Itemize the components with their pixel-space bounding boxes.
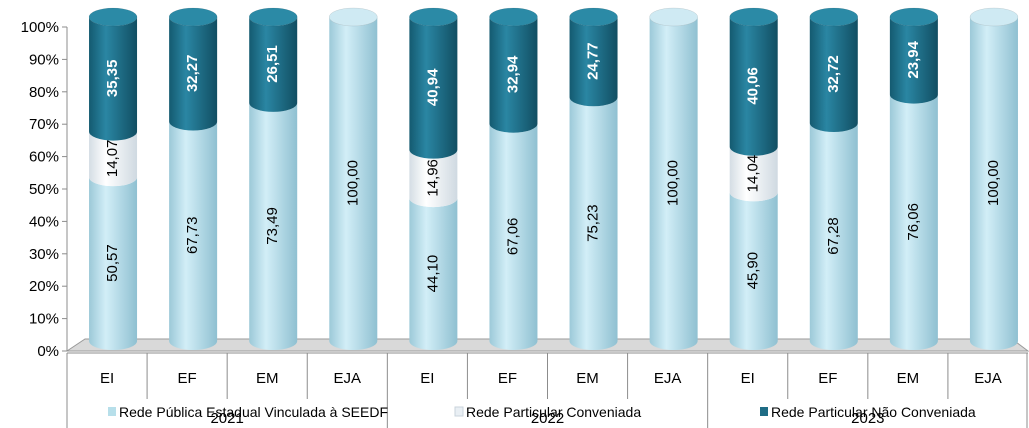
x-axis: EI EF EM EJA 2021 EI EF EM EJA 2022 EI EF EM EJA 2023 bbox=[66, 352, 1028, 428]
bar-segment bbox=[89, 177, 138, 350]
bar-top-cap bbox=[248, 7, 298, 27]
data-label: 14,04 bbox=[745, 155, 762, 193]
bar-top-cap bbox=[889, 7, 939, 27]
legend-label: Rede Particular Conveniada bbox=[466, 404, 641, 420]
y-tick-label: 90% bbox=[29, 51, 59, 68]
y-axis: 0% 10% 20% 30% 40% 50% 60% 70% 80% 90% 100% bbox=[21, 19, 68, 360]
bar-top-cap bbox=[409, 7, 458, 27]
data-label: 100,00 bbox=[344, 160, 361, 206]
data-label: 45,90 bbox=[745, 252, 762, 290]
bar-segment bbox=[169, 121, 218, 350]
bar-segment bbox=[569, 97, 618, 351]
y-tick-label: 10% bbox=[29, 311, 59, 328]
legend-label: Rede Pública Estadual Vinculada à SEEDF bbox=[119, 404, 388, 420]
bar-top-cap bbox=[569, 7, 618, 27]
bar-segment bbox=[409, 198, 458, 350]
bar-top-cap bbox=[649, 7, 698, 27]
legend-swatch bbox=[108, 407, 116, 416]
bar-segment bbox=[489, 17, 538, 133]
legend-swatch bbox=[454, 406, 464, 417]
data-label: 14,96 bbox=[424, 159, 441, 197]
data-label: 73,49 bbox=[264, 207, 281, 245]
y-tick-label: 30% bbox=[29, 246, 59, 263]
data-label: 44,10 bbox=[424, 255, 441, 293]
bar-segment bbox=[889, 17, 938, 104]
bar-top-cap bbox=[168, 7, 218, 27]
bar-top-cap bbox=[969, 7, 1019, 27]
bar-segment bbox=[809, 17, 858, 133]
data-label: 75,23 bbox=[585, 204, 602, 242]
bar-segment bbox=[729, 192, 778, 350]
data-label: 32,27 bbox=[184, 55, 201, 93]
bar-segment bbox=[489, 123, 538, 350]
data-label: 14,07 bbox=[104, 140, 121, 178]
x-category-label: EI bbox=[420, 370, 434, 387]
data-label: 40,06 bbox=[745, 67, 762, 105]
data-label: 24,77 bbox=[585, 42, 602, 80]
x-category-label: EJA bbox=[654, 370, 682, 387]
bar-segment bbox=[729, 17, 778, 156]
bar-segment bbox=[409, 17, 458, 159]
legend: Rede Pública Estadual Vinculada à SEEDF R… bbox=[108, 404, 976, 420]
x-category-label: EJA bbox=[334, 370, 362, 387]
bar-top-cap bbox=[489, 7, 538, 27]
bar-segment bbox=[249, 102, 298, 351]
bar-top-cap bbox=[809, 7, 859, 27]
data-label: 26,51 bbox=[264, 45, 281, 83]
data-labels: 50,57 14,07 35,35 67,73 32,27 73,49 26,51 100,0… bbox=[104, 40, 1002, 292]
data-label: 100,00 bbox=[985, 160, 1002, 206]
x-category-label: EI bbox=[100, 370, 114, 387]
legend-swatch bbox=[760, 407, 768, 416]
bar-segment bbox=[89, 17, 138, 141]
bar-top-cap bbox=[329, 7, 378, 27]
bar-segment bbox=[409, 149, 458, 208]
data-label: 23,94 bbox=[905, 40, 922, 78]
y-tick-label: 0% bbox=[37, 343, 59, 360]
bar-top-cap bbox=[729, 7, 778, 27]
bar-segment bbox=[89, 131, 138, 187]
y-tick-label: 100% bbox=[21, 19, 59, 36]
x-group-label: 2022 bbox=[531, 410, 564, 427]
x-category-label: EF bbox=[498, 370, 517, 387]
y-tick-label: 70% bbox=[29, 116, 59, 133]
legend-label: Rede Particular Não Conveniada bbox=[771, 404, 976, 420]
bar-segment bbox=[889, 94, 938, 350]
x-group-label: 2023 bbox=[851, 410, 884, 427]
bar-segment bbox=[649, 17, 698, 350]
bar-segment bbox=[569, 17, 618, 107]
y-tick-label: 60% bbox=[29, 149, 59, 166]
data-label: 32,72 bbox=[825, 55, 842, 93]
bar-segment bbox=[969, 17, 1018, 350]
bars bbox=[88, 7, 1019, 351]
data-label: 35,35 bbox=[104, 60, 121, 98]
x-category-label: EI bbox=[741, 370, 755, 387]
x-category-label: EF bbox=[818, 370, 837, 387]
bar-top-cap bbox=[88, 7, 138, 27]
data-label: 67,73 bbox=[184, 217, 201, 255]
data-label: 40,94 bbox=[424, 68, 441, 106]
x-category-label: EF bbox=[178, 370, 197, 387]
x-category-label: EM bbox=[897, 370, 920, 387]
x-category-label: EJA bbox=[974, 370, 1002, 387]
data-label: 67,06 bbox=[504, 218, 521, 256]
y-tick-label: 40% bbox=[29, 213, 59, 230]
bar-segment bbox=[329, 17, 378, 350]
data-label: 76,06 bbox=[905, 203, 922, 241]
data-label: 67,28 bbox=[825, 217, 842, 255]
y-tick-label: 80% bbox=[29, 84, 59, 101]
y-tick-label: 20% bbox=[29, 278, 59, 295]
data-label: 100,00 bbox=[665, 160, 682, 206]
bar-segment bbox=[729, 146, 778, 202]
x-group-label: 2021 bbox=[210, 410, 243, 427]
bar-segment bbox=[249, 17, 298, 112]
data-label: 50,57 bbox=[104, 244, 121, 282]
bar-segment bbox=[169, 17, 218, 131]
data-label: 32,94 bbox=[504, 55, 521, 93]
y-tick-label: 50% bbox=[29, 181, 59, 198]
x-category-label: EM bbox=[576, 370, 599, 387]
x-category-label: EM bbox=[256, 370, 279, 387]
bar-segment bbox=[809, 123, 858, 350]
